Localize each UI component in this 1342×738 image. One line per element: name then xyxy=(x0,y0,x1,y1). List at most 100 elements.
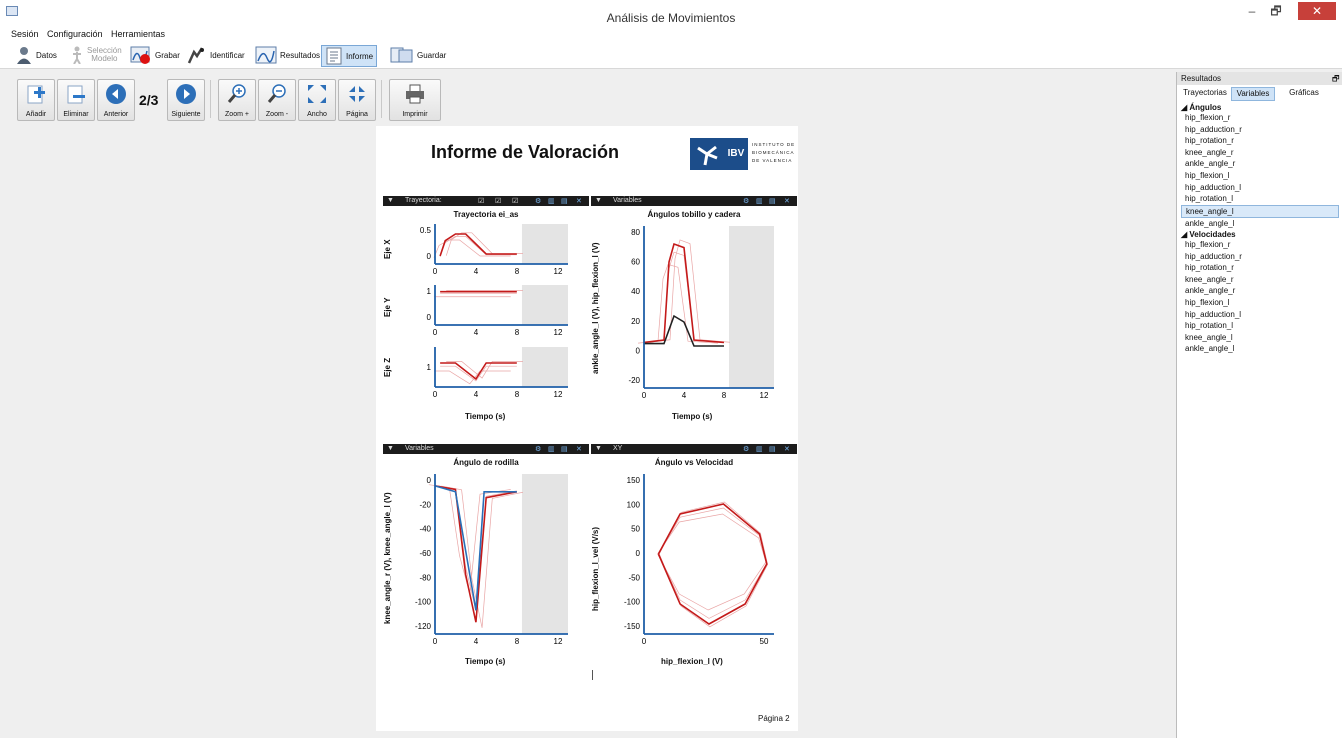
window-title: Análisis de Movimientos xyxy=(606,11,736,25)
split-vertical-icon[interactable]: ▥ xyxy=(756,446,763,453)
split-vertical-icon[interactable]: ▥ xyxy=(548,446,555,453)
record-icon xyxy=(130,46,150,64)
tree-item[interactable]: hip_flexion_r xyxy=(1185,113,1231,122)
fit-width-button[interactable]: Ancho xyxy=(298,79,336,121)
y-tick-label: -150 xyxy=(624,622,641,631)
tree-item[interactable]: knee_angle_r xyxy=(1185,147,1234,157)
zoom-in-button[interactable]: Zoom + xyxy=(218,79,256,121)
panel-header: Resultados 🗗 xyxy=(1177,72,1342,85)
tree-item[interactable]: knee_angle_l xyxy=(1185,332,1233,342)
close-icon[interactable]: ✕ xyxy=(576,446,582,453)
collapse-arrow-icon[interactable]: ▼ xyxy=(595,445,602,452)
collapse-arrow-icon[interactable]: ▼ xyxy=(387,197,394,204)
checkbox-icon[interactable]: ☑ xyxy=(478,198,485,205)
checkbox-icon[interactable]: ☑ xyxy=(495,198,502,205)
datos-label: Datos xyxy=(36,50,57,60)
y-tick-label: 0 xyxy=(636,346,641,355)
close-button[interactable]: ✕ xyxy=(1298,2,1336,20)
tab-variables[interactable]: Variables xyxy=(1231,87,1275,101)
gear-icon[interactable]: ⚙ xyxy=(743,198,750,205)
tree-item[interactable]: ankle_angle_l xyxy=(1185,344,1235,354)
close-icon[interactable]: ✕ xyxy=(784,446,790,453)
tree-item[interactable]: hip_rotation_r xyxy=(1185,136,1234,146)
tree-item[interactable]: knee_angle_r xyxy=(1185,274,1234,284)
split-horizontal-icon[interactable]: ▤ xyxy=(561,198,568,205)
tree-item[interactable]: hip_adduction_l xyxy=(1185,309,1242,319)
title-bar: Análisis de Movimientos – 🗗 ✕ xyxy=(0,0,1342,28)
x-tick-label: 4 xyxy=(474,328,479,337)
angles-chart-title: Ángulos tobillo y cadera xyxy=(647,210,741,219)
fit-page-button[interactable]: Página xyxy=(338,79,376,121)
split-vertical-icon[interactable]: ▥ xyxy=(548,198,555,205)
minimize-button[interactable]: – xyxy=(1248,4,1256,18)
x-tick-label: 4 xyxy=(474,390,479,399)
float-icon[interactable]: 🗗 xyxy=(1332,74,1340,83)
informe-button[interactable]: Informe xyxy=(321,45,378,67)
tree-item[interactable]: hip_flexion_r xyxy=(1185,239,1231,249)
gear-icon[interactable]: ⚙ xyxy=(743,446,750,453)
tab-trayectorias[interactable]: Trayectorias xyxy=(1183,88,1227,97)
model-icon xyxy=(73,46,81,64)
tree-item[interactable]: hip_flexion_l xyxy=(1185,170,1230,180)
identificar-button[interactable]: Identificar xyxy=(187,45,245,65)
datos-button[interactable]: Datos xyxy=(15,45,57,65)
close-icon[interactable]: ✕ xyxy=(576,198,582,205)
x-tick-label: 4 xyxy=(474,637,479,646)
checkbox-icon[interactable]: ☑ xyxy=(512,198,519,205)
grabar-button[interactable]: Grabar xyxy=(130,45,180,65)
tree-item[interactable]: hip_rotation_l xyxy=(1185,321,1234,331)
report-icon xyxy=(326,47,342,65)
close-icon[interactable]: ✕ xyxy=(784,198,790,205)
guardar-button[interactable]: Guardar xyxy=(390,45,446,65)
tree-item[interactable]: ankle_angle_l xyxy=(1185,219,1235,229)
y-tick-label: 0 xyxy=(427,476,432,485)
tree-item[interactable]: ankle_angle_r xyxy=(1185,286,1236,296)
menu-configuracion[interactable]: Configuración xyxy=(47,29,103,39)
delete-button[interactable]: Eliminar xyxy=(57,79,95,121)
app-icon xyxy=(6,6,18,16)
collapse-arrow-icon[interactable]: ▼ xyxy=(595,197,602,204)
zoom-out-button[interactable]: Zoom - xyxy=(258,79,296,121)
previous-button[interactable]: Anterior xyxy=(97,79,135,121)
guardar-label: Guardar xyxy=(417,50,447,60)
split-horizontal-icon[interactable]: ▤ xyxy=(769,198,776,205)
tree-item[interactable]: hip_adduction_r xyxy=(1185,124,1242,134)
resultados-button[interactable]: Resultados xyxy=(255,45,320,65)
tree-group[interactable]: ◢ Velocidades xyxy=(1181,229,1236,239)
tree-item[interactable]: hip_adduction_l xyxy=(1185,182,1242,192)
collapse-arrow-icon[interactable]: ▼ xyxy=(387,445,394,452)
menu-herramientas[interactable]: Herramientas xyxy=(111,29,166,39)
seleccion-modelo-button[interactable]: Selección Modelo xyxy=(70,45,122,65)
next-button[interactable]: Siguiente xyxy=(167,79,205,121)
expand-icon xyxy=(308,85,326,103)
maximize-button[interactable]: 🗗 xyxy=(1270,4,1282,18)
tree-group[interactable]: ◢ Ángulos xyxy=(1181,103,1222,112)
menu-sesion[interactable]: Sesión xyxy=(11,29,39,39)
add-button[interactable]: Añadir xyxy=(17,79,55,121)
x-tick-label: 0 xyxy=(433,267,438,276)
tree-item[interactable]: knee_angle_l xyxy=(1181,204,1339,219)
split-horizontal-icon[interactable]: ▤ xyxy=(561,446,568,453)
split-vertical-icon[interactable]: ▥ xyxy=(756,198,763,205)
x-tick-label: 8 xyxy=(515,637,520,646)
informe-label: Informe xyxy=(346,51,374,61)
tree-item[interactable]: ankle_angle_r xyxy=(1185,159,1236,169)
x-tick-label: 8 xyxy=(515,328,520,337)
x-tick-label: 4 xyxy=(474,267,479,276)
series-line xyxy=(434,485,517,623)
logo-line: DE VALENCIA xyxy=(752,158,793,163)
tab-graficas[interactable]: Gráficas xyxy=(1289,88,1319,97)
tree-item[interactable]: hip_adduction_r xyxy=(1185,251,1242,261)
y-tick-label: -60 xyxy=(419,549,431,558)
split-horizontal-icon[interactable]: ▤ xyxy=(769,446,776,453)
tree-item[interactable]: hip_rotation_r xyxy=(1185,263,1234,273)
tree-item[interactable]: hip_flexion_l xyxy=(1185,297,1230,307)
gear-icon[interactable]: ⚙ xyxy=(535,446,542,453)
print-button[interactable]: Imprimir xyxy=(389,79,441,121)
tree-item[interactable]: hip_rotation_l xyxy=(1185,194,1234,204)
toolbar-separator xyxy=(210,80,211,118)
identify-icon xyxy=(187,47,204,64)
ibv-logo-mark xyxy=(690,138,724,170)
gear-icon[interactable]: ⚙ xyxy=(535,198,542,205)
x-tick-label: 0 xyxy=(433,390,438,399)
